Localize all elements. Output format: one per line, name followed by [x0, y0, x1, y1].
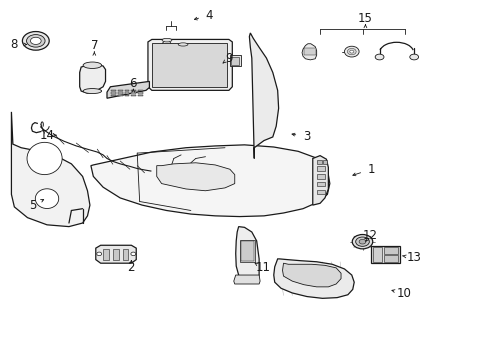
Text: 11: 11	[255, 261, 270, 274]
Ellipse shape	[358, 239, 365, 244]
Bar	[131, 92, 136, 94]
Polygon shape	[233, 275, 260, 284]
Ellipse shape	[97, 252, 102, 256]
Bar	[124, 95, 129, 96]
Ellipse shape	[30, 37, 41, 44]
Ellipse shape	[355, 237, 368, 246]
Bar	[122, 249, 128, 260]
Bar	[111, 92, 116, 94]
Ellipse shape	[27, 142, 62, 175]
Text: 10: 10	[396, 287, 411, 300]
Bar	[138, 95, 143, 96]
Text: 5: 5	[29, 199, 36, 212]
Bar	[372, 247, 382, 262]
Ellipse shape	[351, 234, 372, 249]
Text: 8: 8	[11, 38, 18, 51]
Text: 9: 9	[224, 51, 232, 64]
Bar	[111, 90, 116, 91]
Bar	[239, 240, 255, 262]
Polygon shape	[91, 145, 329, 217]
Text: 15: 15	[357, 12, 372, 25]
Polygon shape	[11, 112, 90, 226]
Polygon shape	[312, 156, 328, 205]
Bar	[322, 160, 327, 164]
Bar	[304, 48, 315, 55]
Bar	[124, 90, 129, 91]
Text: 2: 2	[127, 261, 135, 274]
Bar	[229, 55, 240, 66]
Bar	[316, 174, 325, 179]
Text: 13: 13	[406, 251, 421, 264]
Bar	[113, 249, 119, 260]
Ellipse shape	[83, 89, 102, 94]
Polygon shape	[273, 259, 353, 298]
Polygon shape	[249, 33, 278, 158]
Ellipse shape	[35, 189, 59, 208]
Bar	[384, 255, 397, 262]
Bar	[384, 247, 397, 254]
Polygon shape	[107, 81, 149, 98]
Ellipse shape	[344, 46, 358, 57]
Text: 1: 1	[367, 163, 374, 176]
Bar	[118, 90, 122, 91]
Text: 4: 4	[205, 9, 213, 22]
Ellipse shape	[349, 50, 353, 53]
Ellipse shape	[409, 54, 418, 60]
Bar	[316, 190, 325, 194]
Bar	[103, 249, 109, 260]
Polygon shape	[177, 44, 187, 64]
Polygon shape	[148, 40, 232, 90]
Bar	[118, 95, 122, 96]
Polygon shape	[302, 44, 316, 60]
Polygon shape	[235, 226, 259, 281]
Bar	[240, 241, 254, 261]
Bar	[316, 166, 325, 171]
Bar	[316, 182, 325, 186]
Polygon shape	[282, 263, 340, 287]
Polygon shape	[96, 245, 136, 263]
Polygon shape	[152, 42, 227, 87]
Text: 6: 6	[129, 77, 137, 90]
Text: 3: 3	[303, 130, 310, 144]
Bar	[131, 90, 136, 91]
Ellipse shape	[374, 54, 383, 60]
Ellipse shape	[162, 39, 171, 42]
Bar	[124, 92, 129, 94]
Ellipse shape	[83, 62, 102, 68]
Ellipse shape	[346, 48, 355, 55]
Bar	[138, 92, 143, 94]
Text: 12: 12	[362, 229, 377, 242]
Polygon shape	[157, 163, 234, 191]
Bar	[316, 160, 321, 164]
Ellipse shape	[178, 43, 187, 46]
Bar	[138, 90, 143, 91]
Bar	[370, 246, 399, 263]
Text: 7: 7	[90, 39, 98, 52]
Ellipse shape	[26, 35, 45, 47]
Bar	[111, 95, 116, 96]
Bar	[231, 57, 238, 64]
Polygon shape	[161, 40, 171, 58]
Bar	[118, 92, 122, 94]
Text: 14: 14	[40, 129, 54, 142]
Polygon shape	[80, 64, 105, 93]
Ellipse shape	[131, 252, 136, 256]
Bar	[131, 95, 136, 96]
Ellipse shape	[22, 32, 49, 50]
